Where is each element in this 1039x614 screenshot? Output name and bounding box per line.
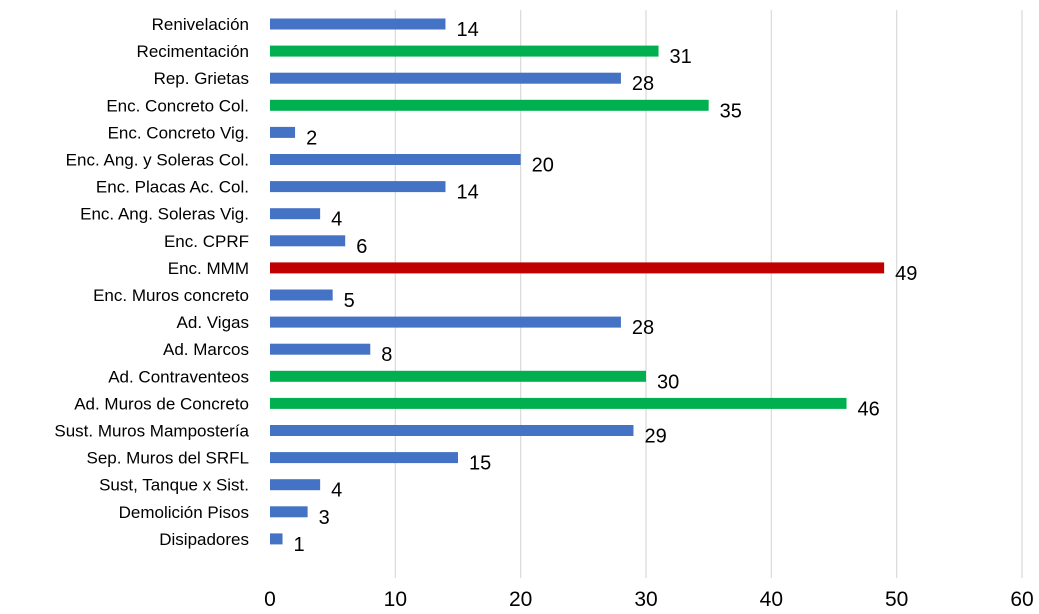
category-label: Ad. Muros de Concreto	[74, 394, 249, 413]
data-label: 28	[632, 73, 654, 95]
category-label: Enc. CPRF	[164, 232, 249, 251]
x-tick-label: 60	[1010, 588, 1033, 611]
category-label: Ad. Marcos	[163, 340, 249, 359]
data-label: 30	[657, 371, 679, 393]
x-tick-label: 30	[634, 588, 657, 611]
x-tick-label: 0	[264, 588, 276, 611]
category-label: Ad. Vigas	[177, 313, 249, 332]
x-tick-label: 20	[509, 588, 532, 611]
bar	[270, 126, 296, 138]
category-label: Enc. Ang. Soleras Vig.	[80, 205, 249, 224]
bar	[270, 425, 634, 436]
bars	[270, 18, 885, 545]
data-label: 20	[532, 155, 554, 177]
x-tick-label: 40	[760, 588, 783, 611]
category-label: Recimentación	[137, 42, 249, 61]
data-label: 15	[469, 453, 491, 475]
category-label: Enc. MMM	[168, 259, 249, 278]
category-labels: Renivelación Recimentación Rep. Grietas Enc…	[54, 15, 249, 549]
data-label: 29	[644, 426, 666, 448]
bar	[270, 479, 321, 491]
data-label: 3	[319, 507, 330, 529]
category-label: Sust, Tanque x Sist.	[99, 476, 249, 495]
bar	[270, 18, 446, 30]
category-label: Ad. Contraventeos	[108, 367, 249, 386]
x-axis-tick-labels: 0 10 20 30 40 50 60	[264, 588, 1034, 611]
data-label: 14	[456, 182, 478, 204]
bar	[270, 72, 621, 84]
data-label: 4	[331, 209, 342, 231]
bar	[270, 370, 646, 382]
category-label: Rep. Grietas	[154, 69, 249, 88]
bar	[270, 99, 709, 111]
bar	[270, 154, 521, 165]
data-label: 14	[456, 19, 478, 41]
data-label: 6	[356, 236, 367, 258]
bar	[270, 208, 321, 220]
bar	[270, 397, 847, 409]
bar	[270, 289, 333, 301]
bar	[270, 452, 458, 464]
category-label: Enc. Concreto Col.	[106, 96, 249, 115]
data-label: 8	[381, 344, 392, 366]
category-label: Renivelación	[152, 15, 249, 34]
data-label: 28	[632, 317, 654, 339]
data-label: 4	[331, 480, 342, 502]
category-label: Enc. Ang. y Soleras Col.	[66, 151, 249, 170]
data-label: 31	[670, 46, 692, 68]
x-tick-label: 50	[885, 588, 908, 611]
category-label: Disipadores	[159, 530, 249, 549]
bar	[270, 533, 283, 545]
category-label: Demolición Pisos	[119, 503, 249, 522]
bar	[270, 181, 446, 193]
bar	[270, 316, 621, 328]
data-label: 35	[720, 100, 742, 122]
bar	[270, 506, 308, 518]
category-label: Enc. Concreto Vig.	[108, 123, 249, 142]
data-label: 5	[344, 290, 355, 312]
data-label: 46	[858, 398, 880, 420]
category-label: Sep. Muros del SRFL	[86, 449, 249, 468]
data-label: 2	[306, 127, 317, 149]
bar	[270, 343, 371, 355]
bar	[270, 235, 346, 247]
grid-lines	[394, 10, 1023, 578]
data-label: 49	[895, 263, 917, 285]
bar	[270, 45, 659, 57]
data-label: 1	[294, 534, 305, 556]
category-label: Enc. Muros concreto	[93, 286, 249, 305]
category-label: Enc. Placas Ac. Col.	[96, 178, 249, 197]
x-tick-label: 10	[384, 588, 407, 611]
category-label: Sust. Muros Mampostería	[54, 422, 249, 441]
bar	[270, 262, 885, 274]
